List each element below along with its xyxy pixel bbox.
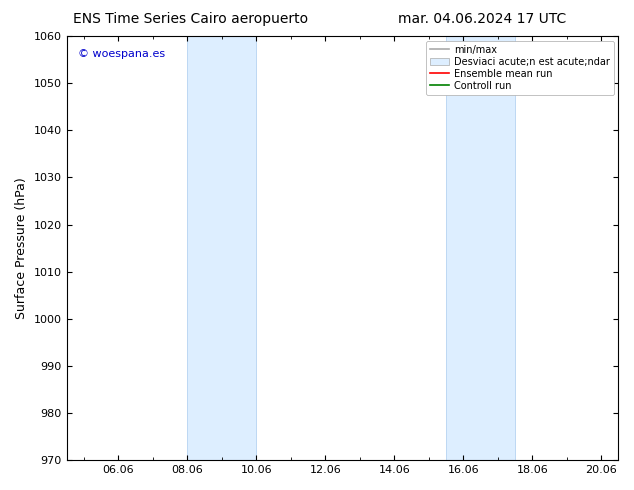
Text: ENS Time Series Cairo aeropuerto: ENS Time Series Cairo aeropuerto [73, 12, 307, 26]
Y-axis label: Surface Pressure (hPa): Surface Pressure (hPa) [15, 177, 28, 319]
Text: mar. 04.06.2024 17 UTC: mar. 04.06.2024 17 UTC [398, 12, 566, 26]
Legend: min/max, Desviaci acute;n est acute;ndar, Ensemble mean run, Controll run: min/max, Desviaci acute;n est acute;ndar… [425, 41, 614, 95]
Bar [187, 36, 256, 460]
Bar [446, 36, 515, 460]
Text: © woespana.es: © woespana.es [77, 49, 165, 59]
